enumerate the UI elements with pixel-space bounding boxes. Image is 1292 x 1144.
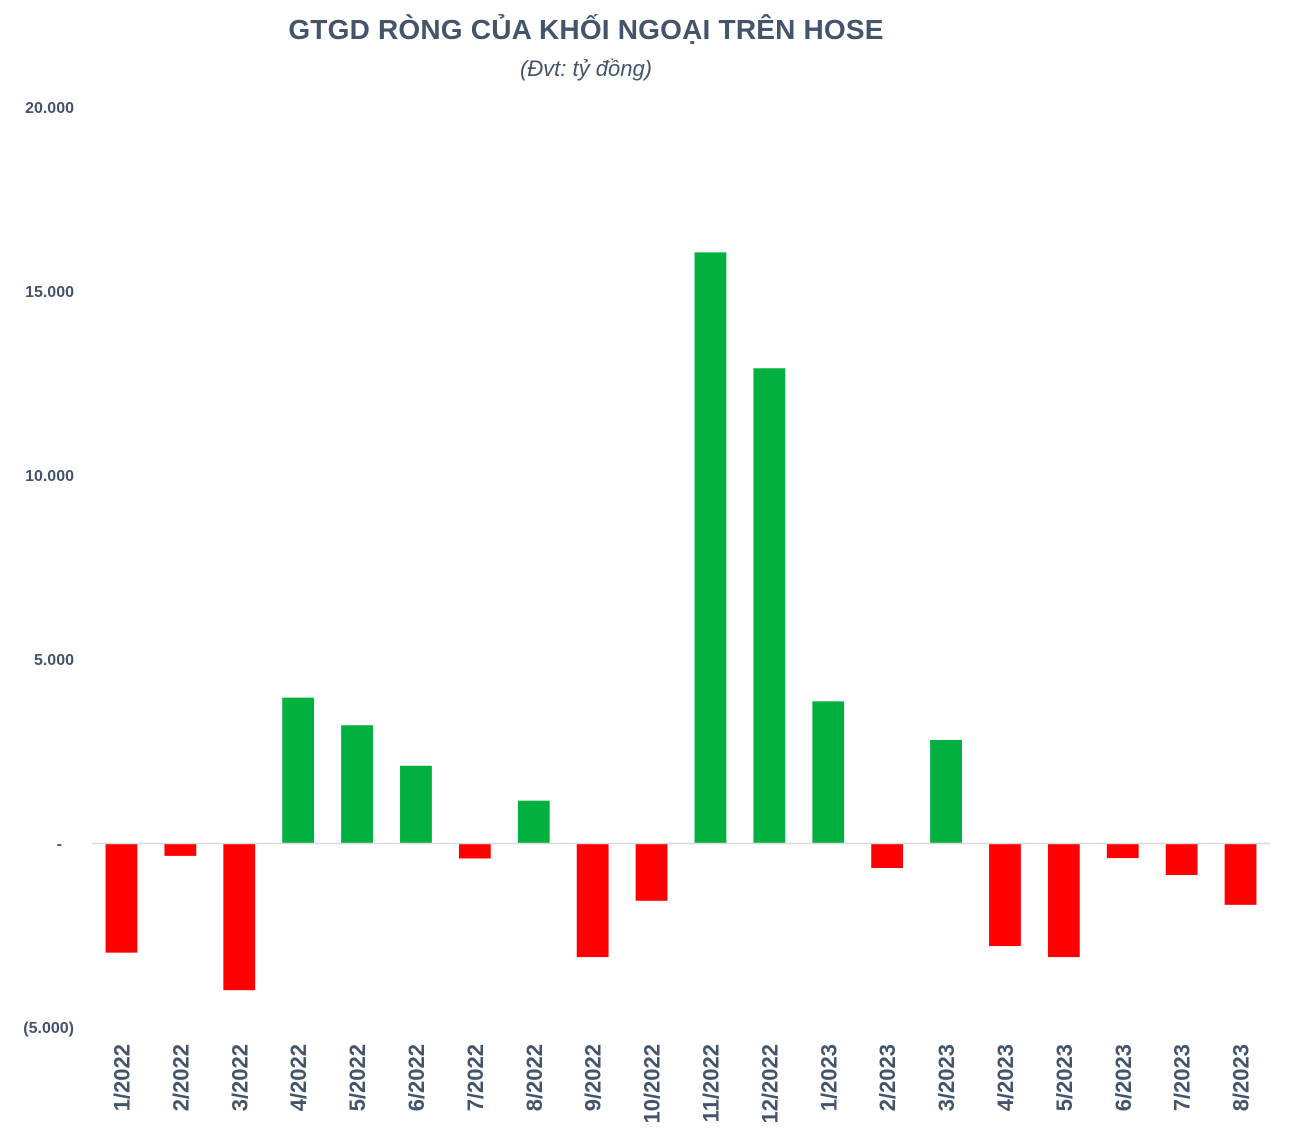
bar-3-2023 [930,739,962,843]
bar-8-2022 [517,800,550,843]
x-tick-label: 1/2022 [109,1044,134,1111]
chart-subtitle: (Đvt: tỷ đồng) [519,56,653,81]
y-tick-label: (5.000) [23,1020,74,1037]
x-tick-label: 7/2022 [463,1044,488,1111]
y-tick-label: 5.000 [34,652,74,669]
x-tick-label: 7/2023 [1170,1044,1195,1111]
x-tick-label: 5/2022 [345,1044,370,1111]
x-axis-ticks: 1/2022 2/2022 3/2022 4/2022 5/2022 6/2022 7/20… [109,1044,1253,1124]
x-tick-label: 3/2022 [227,1044,252,1111]
x-tick-label: 8/2023 [1229,1044,1254,1111]
bar-5-2023 [1047,843,1080,958]
y-tick-label: 15.000 [25,284,74,301]
bar-3-2022 [223,843,256,991]
x-tick-label: 6/2023 [1111,1044,1136,1111]
bar-11-2022 [694,252,727,844]
y-tick-label: 20.000 [25,100,74,117]
bar-5-2022 [341,725,373,843]
x-tick-label: 9/2022 [581,1044,606,1111]
x-tick-label: 1/2023 [816,1044,841,1111]
x-tick-label: 12/2022 [757,1044,782,1124]
y-tick-label: - [57,836,62,853]
x-tick-label: 11/2022 [698,1044,723,1122]
x-tick-label: 5/2023 [1052,1044,1077,1111]
x-tick-label: 4/2023 [993,1044,1018,1111]
x-tick-label: 4/2022 [286,1044,311,1111]
x-tick-label: 10/2022 [640,1044,665,1124]
y-axis-ticks: (5.000) - 5.000 10.000 15.000 20.000 [23,100,74,1037]
bar-7-2023 [1165,843,1198,876]
x-tick-label: 8/2022 [522,1044,547,1111]
bar-2-2022 [164,843,197,856]
x-tick-label: 2/2023 [875,1044,900,1111]
bar-1-2022 [105,843,138,953]
bar-4-2023 [989,843,1021,947]
y-tick-label: 10.000 [25,468,74,485]
bar-1-2023 [812,701,845,843]
bar-9-2022 [576,843,609,958]
chart-title: GTGD RÒNG CỦA KHỐI NGOẠI TRÊN HOSE [288,14,884,45]
bar-6-2022 [400,765,432,843]
x-tick-label: 6/2022 [404,1044,429,1111]
x-tick-label: 2/2022 [168,1044,193,1111]
bar-8-2023 [1224,843,1257,905]
x-tick-label: 3/2023 [934,1044,959,1111]
bars [105,252,1257,991]
bar-2-2023 [871,843,904,869]
bar-6-2023 [1106,843,1139,859]
bar-12-2022 [753,368,786,843]
bar-4-2022 [282,697,315,843]
bar-10-2022 [635,843,668,901]
bar-7-2022 [458,843,491,859]
